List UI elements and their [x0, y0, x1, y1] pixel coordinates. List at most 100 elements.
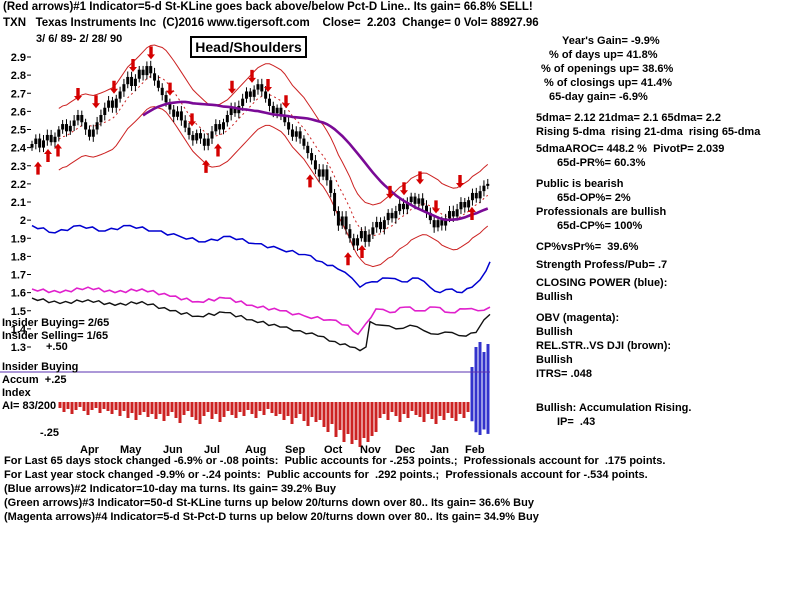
pct-openings-up: % of openings up= 38.6% [541, 63, 674, 75]
scale-minus25: -.25 [40, 427, 59, 439]
accum-index-bar [182, 402, 186, 415]
candle-body [233, 107, 237, 114]
accum-index-bar [418, 402, 422, 417]
x-axis-month-label: Oct [324, 444, 343, 456]
candle-body [95, 122, 99, 130]
y-axis-label: 2 [20, 215, 26, 227]
y-axis-label: 1.8 [11, 251, 26, 263]
candle-body [317, 169, 321, 177]
y-axis-label: 2.2 [11, 179, 26, 191]
candle-body [222, 122, 225, 130]
candle-body [141, 69, 145, 76]
accum-index-bar [110, 402, 114, 414]
candle-body [76, 115, 80, 121]
points-year: For Last year stock changed -9.9% or -.2… [4, 469, 648, 481]
candle-body [321, 169, 325, 177]
candle-body [103, 107, 107, 115]
accum-index-bar [366, 402, 370, 442]
candle-body [386, 212, 390, 221]
candle-body [164, 95, 168, 103]
y-axis-label: 2.3 [11, 161, 26, 173]
candle-body [114, 98, 118, 108]
candle-body [371, 227, 375, 235]
candle-body [191, 134, 195, 141]
y-axis-label: 2.4 [11, 143, 27, 155]
y-axis-label: 1.6 [11, 288, 26, 300]
candle-body [340, 216, 344, 226]
candle-body [160, 87, 164, 96]
candle-body [149, 66, 153, 74]
y-axis-label: 2.8 [11, 70, 26, 82]
insider-buying-count: Insider Buying= 2/65 [2, 317, 110, 329]
candle-body [463, 202, 467, 208]
candle-body [187, 127, 191, 135]
accum-index-bar [238, 402, 242, 412]
accum-index-bar [426, 402, 430, 414]
sell-arrow-down-icon [264, 78, 272, 92]
accum-index-bar [58, 402, 62, 408]
candle-body [264, 91, 268, 99]
price-chart: 2.9 2.8 2.7 2.6 2.5 2.4 2.3 2.2 2.1 2 1.9 1.8 1.7 1.6… [0, 44, 491, 456]
candle-body [45, 134, 49, 141]
sell-arrow-down-icon [166, 82, 174, 96]
buy-arrow-up-icon [358, 245, 366, 258]
accum-index-bar [382, 402, 386, 414]
insider-selling-count: Insider Selling= 1/65 [2, 330, 109, 342]
candle-body [352, 238, 356, 246]
candle-body [214, 124, 218, 132]
accum-index-bar [246, 402, 250, 410]
accum-index-bar [82, 402, 86, 411]
accum-index-bar [150, 402, 154, 414]
candle-body [467, 200, 471, 208]
candle-body [409, 196, 413, 202]
indicator1-signal-line: (Red arrows)#1 Indicator=5-d St-KLine go… [3, 1, 533, 13]
y-axis-label: 1.3 [11, 342, 26, 354]
accum-index-bar [298, 402, 302, 414]
points-65day: For Last 65 days stock changed -6.9% or … [4, 455, 666, 467]
candle-body [248, 91, 252, 97]
candle-body [91, 129, 95, 137]
accum-index-bar [334, 402, 338, 437]
indicator3: (Green arrows)#3 Indicator=50-d St-KLine… [4, 497, 534, 509]
candle-body [87, 129, 91, 137]
accum-index-bar [186, 402, 190, 411]
y-axis-label: 2.6 [11, 106, 26, 118]
accum-index-bar [250, 402, 254, 414]
candle-body [348, 229, 352, 239]
accum-index-bar [314, 402, 318, 422]
accum-index-bar [214, 402, 218, 414]
accum-index-bar [342, 402, 346, 442]
sell-arrow-down-icon [282, 95, 290, 109]
candle-body [126, 76, 130, 85]
accum-index-bar [158, 402, 162, 414]
candle-body [41, 140, 45, 148]
accum-index-bar [358, 402, 362, 447]
candle-body [474, 192, 478, 199]
ticker-info-line: TXN Texas Instruments Inc (C)2016 www.ti… [3, 17, 539, 29]
accum-index-bar [218, 402, 222, 422]
candle-body [398, 203, 402, 212]
public-sentiment: Public is bearish [536, 178, 624, 190]
accum-index-bar [138, 402, 142, 415]
closing-power-status: Bullish [536, 291, 573, 303]
candle-body [49, 134, 53, 143]
candle-body [110, 100, 114, 108]
accum-index-bar [102, 402, 106, 409]
candle-body [344, 216, 348, 230]
sell-arrow-down-icon [456, 175, 464, 188]
sell-arrow-down-icon [248, 69, 256, 83]
buy-arrow-up-icon [306, 174, 314, 188]
buy-arrow-up-icon [344, 252, 352, 266]
years-gain: Year's Gain= -9.9% [562, 35, 660, 47]
candle-body [394, 211, 398, 219]
accum-label-1: Insider Buying [2, 361, 79, 373]
accum-index-bar [346, 402, 350, 434]
accum-status: Bullish: Accumulation Rising. [536, 402, 692, 414]
candle-body [172, 109, 176, 117]
candle-body [202, 138, 206, 146]
accum-index-bar [62, 402, 66, 412]
op65: 65d-OP%= 2% [557, 192, 631, 204]
accum-index-bar [202, 402, 206, 416]
accum-index-bar [162, 402, 166, 421]
accum-index-bar [266, 402, 270, 409]
